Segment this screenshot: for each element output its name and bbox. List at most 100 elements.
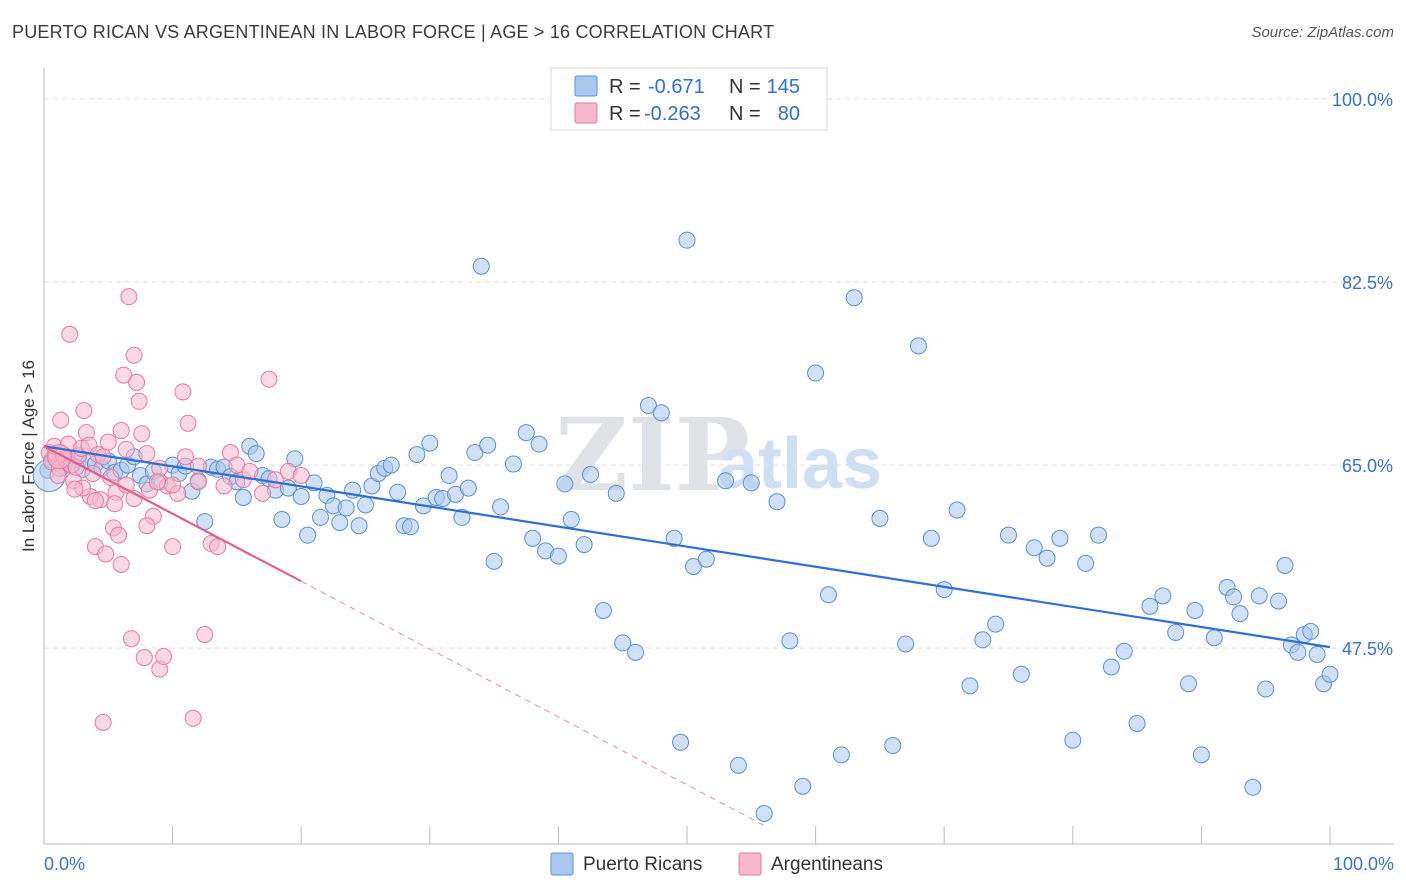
- point-puerto-rican-105: [871, 509, 889, 527]
- point-argentinean-51: [196, 626, 214, 644]
- point-puerto-rican-114: [987, 615, 1005, 633]
- point-puerto-rican-142: [1289, 643, 1307, 661]
- point-puerto-rican-71: [485, 552, 503, 570]
- point-argentinean-34: [125, 346, 143, 364]
- point-puerto-rican-102: [819, 586, 837, 604]
- point-puerto-rican-58: [402, 518, 420, 536]
- point-puerto-rican-42: [299, 526, 317, 544]
- point-puerto-rican-41: [292, 487, 310, 505]
- point-puerto-rican-145: [1308, 645, 1326, 663]
- legend-r-label-0: R =: [609, 76, 641, 98]
- point-puerto-rican-59: [408, 446, 426, 464]
- point-puerto-rican-48: [337, 499, 355, 517]
- point-puerto-rican-108: [909, 337, 927, 355]
- point-argentinean-50: [189, 473, 207, 491]
- point-argentinean-79: [176, 448, 194, 466]
- point-argentinean-45: [164, 538, 182, 556]
- point-puerto-rican-130: [1186, 601, 1204, 619]
- point-argentinean-14: [75, 402, 93, 420]
- point-puerto-rican-50: [350, 517, 368, 535]
- point-puerto-rican-91: [678, 231, 696, 249]
- point-argentinean-69: [49, 467, 67, 485]
- point-argentinean-36: [130, 392, 148, 410]
- legend-r-value-1: -0.263: [644, 103, 701, 125]
- point-puerto-rican-110: [935, 581, 953, 599]
- point-puerto-rican-86: [627, 643, 645, 661]
- point-argentinean-66: [112, 555, 130, 573]
- point-puerto-rican-138: [1257, 680, 1275, 698]
- point-puerto-rican-66: [453, 508, 471, 526]
- point-puerto-rican-103: [832, 746, 850, 764]
- point-puerto-rican-47: [331, 514, 349, 532]
- point-argentinean-54: [215, 477, 233, 495]
- point-argentinean-73: [164, 476, 182, 494]
- point-argentinean-78: [148, 473, 166, 491]
- point-puerto-rican-34: [247, 445, 265, 463]
- point-argentinean-28: [110, 526, 128, 544]
- point-puerto-rican-89: [665, 529, 683, 547]
- point-puerto-rican-137: [1250, 587, 1268, 605]
- point-puerto-rican-95: [729, 756, 747, 774]
- point-puerto-rican-111: [948, 501, 966, 519]
- point-argentinean-61: [254, 484, 272, 502]
- point-argentinean-71: [106, 495, 124, 513]
- point-argentinean-39: [138, 445, 156, 463]
- point-argentinean-43: [155, 648, 173, 666]
- trendlines: [43, 445, 1331, 827]
- point-argentinean-24: [99, 433, 117, 451]
- bottom-legend-swatch-argentineans: [738, 852, 762, 876]
- point-puerto-rican-73: [504, 455, 522, 473]
- point-puerto-rican-85: [614, 634, 632, 652]
- point-puerto-rican-147: [1321, 665, 1339, 683]
- y-axis-title: In Labor Force | Age > 16: [19, 360, 38, 552]
- point-puerto-rican-88: [652, 404, 670, 422]
- point-puerto-rican-101: [807, 364, 825, 382]
- x-tick-label-max: 100.0%: [1333, 854, 1394, 874]
- point-argentinean-38: [135, 649, 153, 667]
- point-puerto-rican-83: [594, 601, 612, 619]
- y-tick-labels: 47.5% 65.0% 82.5% 100.0%: [1332, 90, 1393, 659]
- point-puerto-rican-93: [697, 550, 715, 568]
- point-puerto-rican-99: [781, 632, 799, 650]
- legend-r-value-0: -0.671: [648, 76, 705, 98]
- point-puerto-rican-123: [1102, 658, 1120, 676]
- point-puerto-rican-38: [273, 510, 291, 528]
- legend-n-label-0: N =: [729, 76, 761, 98]
- gridlines: [44, 98, 1394, 649]
- series-puerto-ricans: [32, 231, 1339, 822]
- legend-swatch-puerto-ricans: [574, 75, 598, 97]
- point-puerto-rican-115: [1000, 526, 1017, 544]
- bottom-legend-swatch-puerto-ricans: [550, 852, 574, 876]
- point-puerto-rican-61: [421, 434, 439, 452]
- point-argentinean-70: [66, 480, 84, 498]
- point-puerto-rican-32: [234, 489, 252, 507]
- point-puerto-rican-44: [311, 508, 329, 526]
- watermark-atlas: atlas: [718, 424, 882, 504]
- point-puerto-rican-119: [1051, 529, 1069, 547]
- point-argentinean-5: [52, 411, 70, 429]
- point-puerto-rican-122: [1090, 526, 1108, 544]
- point-puerto-rican-107: [897, 635, 915, 653]
- point-argentinean-72: [138, 517, 156, 535]
- series-argentineans: [40, 288, 310, 731]
- point-puerto-rican-51: [357, 496, 374, 514]
- point-puerto-rican-81: [575, 536, 593, 554]
- point-puerto-rican-96: [742, 474, 760, 492]
- point-puerto-rican-116: [1012, 665, 1030, 683]
- y-tick-label-3: 100.0%: [1332, 90, 1393, 110]
- point-argentinean-76: [86, 492, 104, 510]
- point-puerto-rican-64: [440, 467, 458, 485]
- point-puerto-rican-72: [492, 498, 510, 516]
- source-label: Source: ZipAtlas.com: [1251, 24, 1394, 41]
- y-tick-label-0: 47.5%: [1342, 639, 1393, 659]
- point-puerto-rican-74: [517, 424, 535, 442]
- point-puerto-rican-118: [1038, 549, 1056, 567]
- point-puerto-rican-144: [1302, 622, 1320, 640]
- point-puerto-rican-120: [1064, 731, 1082, 749]
- point-puerto-rican-84: [607, 484, 625, 502]
- point-puerto-rican-79: [556, 475, 574, 493]
- point-puerto-rican-94: [717, 472, 735, 490]
- point-puerto-rican-69: [472, 257, 490, 275]
- point-argentinean-65: [260, 370, 278, 388]
